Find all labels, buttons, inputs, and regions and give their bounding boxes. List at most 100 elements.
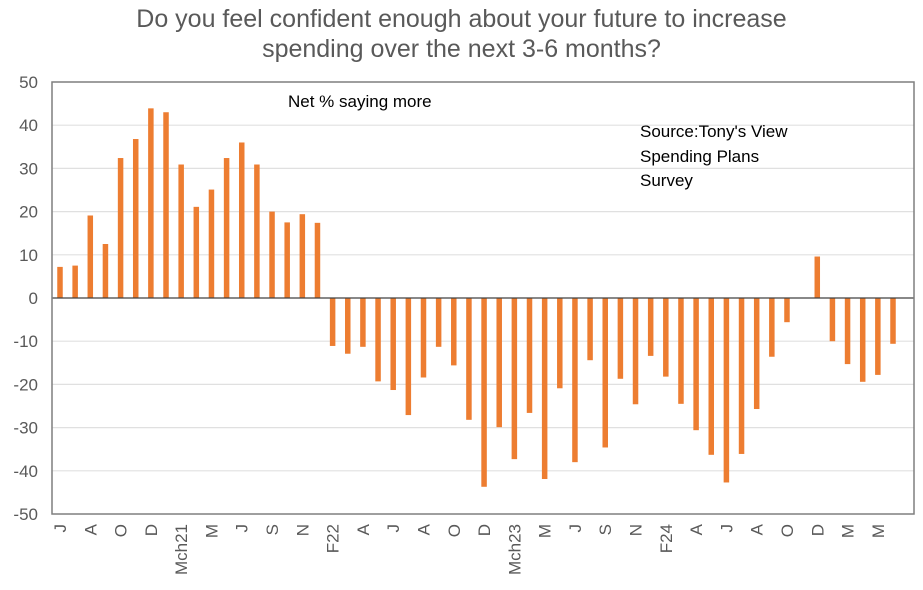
bar (254, 164, 260, 298)
bar (329, 298, 336, 346)
bar (708, 298, 715, 455)
bar (829, 298, 836, 342)
bar (632, 298, 639, 405)
bar (435, 298, 442, 347)
bar (481, 298, 487, 487)
annotation-net-percent: Net % saying more (288, 92, 432, 111)
bar (208, 189, 215, 298)
bar (148, 108, 154, 299)
x-tick-label: J (384, 524, 403, 533)
x-tick-label: Mch21 (172, 524, 191, 575)
bar (269, 211, 275, 298)
bar (87, 215, 94, 298)
bar (814, 256, 821, 298)
y-tick-label: 20 (19, 203, 38, 222)
bar (284, 222, 290, 298)
x-tick-label: D (142, 524, 161, 536)
bar (769, 298, 775, 357)
bar (602, 298, 608, 448)
x-tick-label: N (627, 524, 646, 536)
x-tick-label: Mch23 (505, 524, 524, 575)
y-tick-label: -40 (13, 462, 38, 481)
bar (647, 298, 654, 356)
bar (193, 206, 200, 298)
bar (587, 298, 593, 361)
x-tick-label: A (414, 523, 433, 535)
x-tick-label: S (596, 524, 615, 535)
chart-title-line-1: Do you feel confident enough about your … (136, 5, 787, 33)
bar (557, 298, 563, 389)
x-tick-label: J (51, 524, 70, 533)
y-tick-label: 0 (29, 289, 38, 308)
bar (526, 298, 533, 413)
x-tick-label: N (293, 524, 312, 536)
y-axis-ticks: 50 40 30 20 10 0 -10 -20 -30 -40 -50 (13, 73, 38, 524)
x-tick-label: O (778, 524, 797, 537)
bar (859, 298, 866, 382)
bar (57, 266, 63, 298)
bar (314, 222, 321, 298)
x-tick-label: F24 (657, 524, 676, 553)
bar (738, 298, 745, 454)
bar (753, 298, 760, 410)
x-tick-label: J (566, 524, 585, 533)
x-tick-label: M (869, 524, 888, 538)
y-tick-label: -50 (13, 505, 38, 524)
bar (420, 298, 427, 378)
bar (723, 298, 730, 483)
y-tick-label: 10 (19, 246, 38, 265)
bar (238, 142, 245, 298)
bar (844, 298, 851, 365)
bar (496, 298, 502, 428)
x-tick-label: M (536, 524, 555, 538)
annotation-source-line-2: Spending Plans (640, 147, 759, 166)
x-axis-ticks: J A O D Mch21 M J S N F22 A J A O D Mch23 M J S N F24 A J A O D M M (51, 523, 888, 575)
y-tick-label: 50 (19, 73, 38, 92)
bar (693, 298, 699, 431)
bar (572, 298, 578, 463)
bar (541, 298, 548, 480)
annotation-source-line-3: Survey (640, 171, 693, 190)
y-tick-label: 40 (19, 116, 38, 135)
bar (678, 298, 684, 404)
bar (299, 214, 306, 298)
bar (360, 298, 366, 347)
x-tick-label: O (112, 524, 131, 537)
bar (511, 298, 518, 460)
x-tick-label: D (808, 524, 827, 536)
bars (57, 108, 896, 487)
plot-area-frame (51, 81, 915, 515)
bar (132, 139, 139, 298)
bar (345, 298, 351, 354)
bar (890, 298, 896, 344)
x-tick-label: J (717, 524, 736, 533)
chart-title-line-2: spending over the next 3-6 months? (262, 35, 661, 63)
x-tick-label: M (202, 524, 221, 538)
x-tick-label: J (233, 524, 252, 533)
bar (617, 298, 624, 379)
bar (178, 164, 184, 298)
x-tick-label: F22 (324, 524, 343, 553)
bar (375, 298, 381, 382)
x-tick-label: A (687, 523, 706, 535)
bar (875, 298, 881, 375)
bar (72, 265, 78, 298)
x-tick-label: D (475, 524, 494, 536)
y-tick-label: 30 (19, 159, 38, 178)
bar (117, 158, 124, 298)
annotation-source-line-1: Source:Tony's View (640, 122, 788, 141)
bar (223, 158, 230, 298)
y-tick-label: -30 (13, 419, 38, 438)
bar (466, 298, 472, 420)
bar (102, 244, 109, 298)
x-tick-label: M (839, 524, 858, 538)
bar (784, 298, 790, 323)
bar (390, 298, 396, 391)
x-tick-label: A (354, 523, 373, 535)
x-tick-label: S (263, 524, 282, 535)
bar (163, 112, 169, 299)
x-tick-label: A (81, 523, 100, 535)
bar (663, 298, 669, 377)
bar (405, 298, 412, 416)
